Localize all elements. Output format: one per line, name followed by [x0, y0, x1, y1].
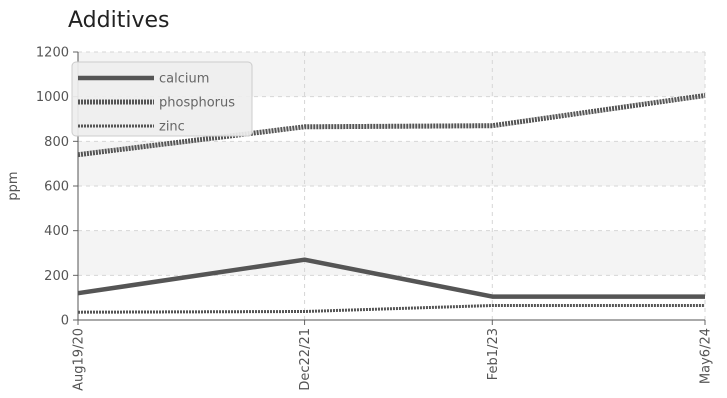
legend-label-zinc: zinc: [159, 120, 185, 135]
x-tick-label: Aug19/20: [72, 328, 87, 391]
legend-label-phosphorus: phosphorus: [159, 96, 235, 111]
x-tick-label: Feb1/23: [486, 328, 501, 380]
y-tick-label: 600: [44, 180, 69, 195]
chart-title: Additives: [68, 8, 170, 33]
y-tick-label: 0: [61, 314, 69, 329]
series-lines: [77, 93, 706, 314]
y-tick-label: 200: [44, 269, 69, 284]
x-tick-label: May6/24: [699, 328, 714, 384]
series-line-zinc: [77, 304, 705, 314]
plot-band: [78, 230, 705, 276]
y-axis-label: ppm: [6, 171, 21, 200]
x-tick-labels: Aug19/20 Dec22/21 Feb1/23 May6/24: [72, 328, 714, 391]
series-line-calcium: [77, 257, 705, 299]
y-tick-label: 1200: [36, 46, 69, 61]
y-tick-label: 400: [44, 224, 69, 239]
y-tick-label: 800: [44, 135, 69, 150]
y-tick-labels: 0 200 400 600 800 1000 1200: [36, 46, 69, 329]
legend-label-calcium: calcium: [159, 72, 209, 87]
y-tick-label: 1000: [36, 90, 69, 105]
x-tick-label: Dec22/21: [298, 328, 313, 391]
legend-box: [71, 61, 253, 137]
legend: calcium phosphorus zinc: [71, 61, 253, 137]
plot-band: [78, 141, 705, 186]
series-line-phosphorus: [77, 93, 706, 158]
